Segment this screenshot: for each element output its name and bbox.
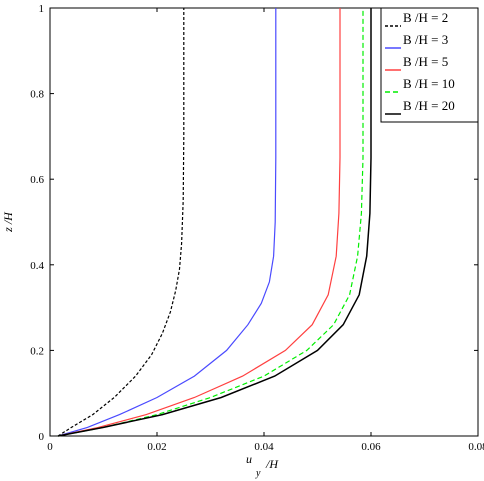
y-tick-label: 0.2 [30,345,44,357]
legend-label: B /H = 10 [403,76,455,91]
series-line [57,8,372,437]
series-line [57,8,277,437]
y-tick-label: 0 [39,431,45,443]
series-line [57,8,185,437]
x-axis-label-sub: y [255,468,261,479]
x-tick-label: 0.08 [468,441,484,453]
x-tick-label: 0.02 [147,441,166,453]
series-line [57,8,364,437]
series-line [57,8,341,437]
y-tick-label: 0.6 [30,174,44,186]
legend-label: B /H = 5 [403,54,448,69]
y-tick-label: 1 [39,3,45,15]
legend-label: B /H = 20 [403,98,455,113]
legend-box [380,7,479,123]
legend-label: B /H = 3 [403,32,448,47]
legend: B /H = 2 B /H = 3 B /H = 5 B /H = 10 B /H = … [380,7,479,123]
x-axis-label-main: u [246,452,252,466]
y-axis-label: z /H [1,211,15,233]
series-group [57,8,372,437]
y-tick-label: 0.8 [30,89,44,101]
x-tick-label: 0.06 [361,441,381,453]
x-tick-label: 0.04 [254,441,274,453]
y-tick-label: 0.4 [30,260,44,272]
x-axis-label-tail: /H [265,457,279,471]
x-tick-label: 0 [47,441,53,453]
legend-label: B /H = 2 [403,10,448,25]
